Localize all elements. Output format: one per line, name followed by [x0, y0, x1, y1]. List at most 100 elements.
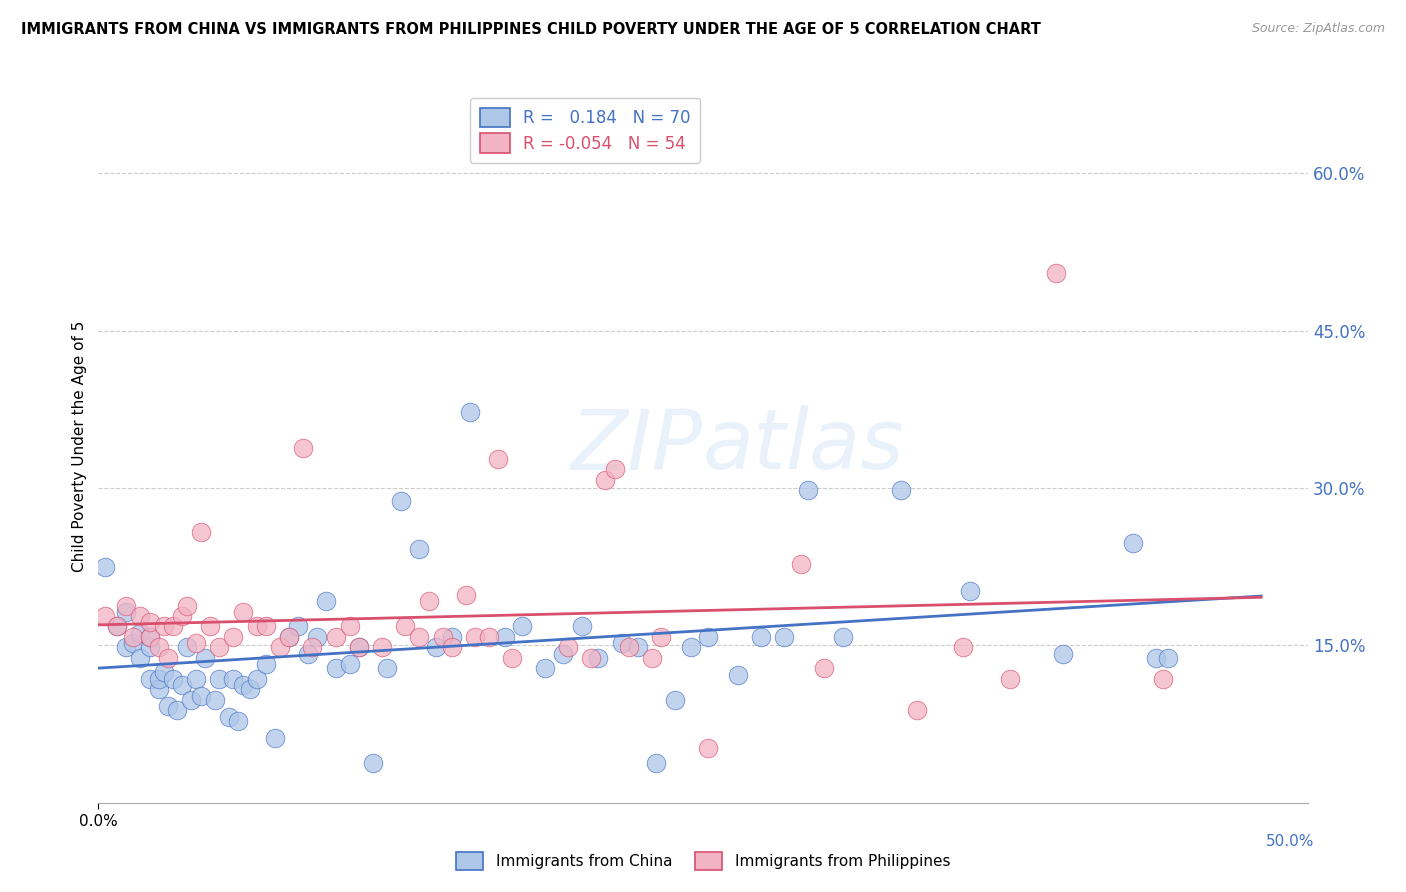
Point — [190, 689, 212, 703]
Point — [696, 630, 718, 644]
Point — [269, 640, 291, 655]
Point — [339, 657, 361, 672]
Point — [138, 672, 160, 686]
Text: ZIP: ZIP — [571, 406, 703, 486]
Point — [115, 599, 138, 613]
Point — [129, 625, 152, 640]
Point — [176, 599, 198, 613]
Point — [172, 678, 194, 692]
Point — [749, 630, 772, 644]
Point — [148, 682, 170, 697]
Y-axis label: Child Poverty Under the Age of 5: Child Poverty Under the Age of 5 — [72, 320, 87, 572]
Point — [287, 619, 309, 633]
Point — [194, 651, 217, 665]
Point — [494, 630, 516, 644]
Point — [198, 619, 221, 633]
Point — [831, 630, 853, 644]
Point — [305, 630, 328, 644]
Point — [226, 714, 249, 728]
Point — [588, 651, 610, 665]
Point — [254, 657, 277, 672]
Point — [408, 541, 430, 556]
Point — [94, 609, 117, 624]
Point — [204, 693, 226, 707]
Point — [245, 619, 267, 633]
Point — [138, 640, 160, 655]
Point — [1152, 672, 1174, 686]
Point — [157, 651, 180, 665]
Point — [129, 651, 152, 665]
Point — [190, 524, 212, 539]
Point — [222, 672, 245, 686]
Point — [208, 672, 231, 686]
Point — [905, 703, 928, 717]
Point — [553, 647, 575, 661]
Point — [264, 731, 287, 745]
Point — [440, 640, 463, 655]
Point — [464, 630, 486, 644]
Point — [166, 703, 188, 717]
Text: Source: ZipAtlas.com: Source: ZipAtlas.com — [1251, 22, 1385, 36]
Point — [325, 661, 347, 675]
Point — [254, 619, 277, 633]
Point — [325, 630, 347, 644]
Point — [105, 619, 128, 633]
Point — [645, 756, 668, 770]
Point — [510, 619, 533, 633]
Point — [959, 583, 981, 598]
Point — [278, 630, 301, 644]
Point — [184, 636, 207, 650]
Point — [394, 619, 416, 633]
Point — [389, 493, 412, 508]
Point — [115, 605, 138, 619]
Point — [890, 483, 912, 497]
Point — [557, 640, 579, 655]
Point — [122, 636, 145, 650]
Point — [696, 741, 718, 756]
Point — [245, 672, 267, 686]
Point — [796, 483, 818, 497]
Point — [1045, 266, 1067, 280]
Point — [1052, 647, 1074, 661]
Point — [440, 630, 463, 644]
Point — [375, 661, 398, 675]
Point — [617, 640, 640, 655]
Point — [148, 672, 170, 686]
Point — [460, 405, 482, 419]
Point — [454, 588, 477, 602]
Point — [232, 605, 254, 619]
Point — [432, 630, 454, 644]
Point — [418, 594, 440, 608]
Point — [138, 630, 160, 644]
Point — [603, 462, 626, 476]
Point — [122, 630, 145, 644]
Point — [408, 630, 430, 644]
Point — [347, 640, 370, 655]
Point — [115, 640, 138, 655]
Point — [595, 473, 617, 487]
Point — [773, 630, 796, 644]
Point — [152, 665, 174, 679]
Point — [315, 594, 337, 608]
Text: atlas: atlas — [703, 406, 904, 486]
Point — [180, 693, 202, 707]
Point — [361, 756, 384, 770]
Point — [998, 672, 1021, 686]
Point — [425, 640, 447, 655]
Point — [1122, 535, 1144, 549]
Point — [952, 640, 974, 655]
Point — [571, 619, 593, 633]
Point — [157, 699, 180, 714]
Point — [152, 619, 174, 633]
Point — [129, 609, 152, 624]
Legend: Immigrants from China, Immigrants from Philippines: Immigrants from China, Immigrants from P… — [449, 845, 957, 877]
Point — [727, 667, 749, 681]
Point — [534, 661, 557, 675]
Point — [478, 630, 501, 644]
Point — [681, 640, 703, 655]
Point — [297, 647, 319, 661]
Point — [641, 651, 664, 665]
Point — [239, 682, 262, 697]
Point — [162, 672, 184, 686]
Point — [218, 710, 240, 724]
